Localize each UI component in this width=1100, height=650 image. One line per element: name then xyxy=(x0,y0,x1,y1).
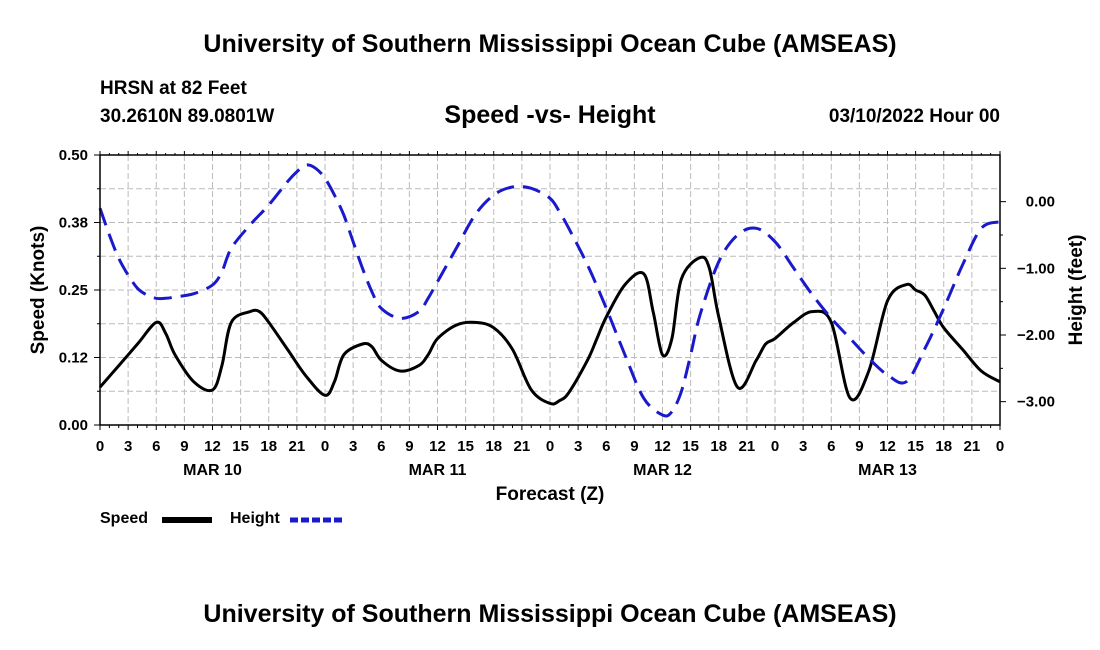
x-tick-label: 0 xyxy=(771,438,779,455)
x-tick-label: 3 xyxy=(574,438,582,455)
x-tick-label: 0 xyxy=(321,438,329,455)
x-tick-label: 3 xyxy=(799,438,807,455)
x-tick-label: 0 xyxy=(546,438,554,455)
station-coordinates: 30.2610N 89.0801W xyxy=(100,106,275,127)
x-tick-label: 12 xyxy=(654,438,671,455)
x-tick-label: 9 xyxy=(405,438,413,455)
legend-height-label: Height xyxy=(230,510,280,527)
y-left-tick-label: 0.00 xyxy=(59,417,88,434)
series-line-speed xyxy=(98,255,1001,406)
x-tick-label: 18 xyxy=(260,438,277,455)
y-left-tick-label: 0.25 xyxy=(59,282,88,299)
footer-title: University of Southern Mississippi Ocean… xyxy=(203,600,897,628)
x-tick-label: 0 xyxy=(996,438,1004,455)
x-tick-label: 21 xyxy=(514,438,531,455)
chart-title: University of Southern Mississippi Ocean… xyxy=(203,30,897,58)
x-tick-label: 9 xyxy=(855,438,863,455)
x-tick-label: 18 xyxy=(935,438,952,455)
x-tick-label: 15 xyxy=(682,438,699,455)
x-tick-label: 12 xyxy=(429,438,446,455)
x-tick-label: 18 xyxy=(710,438,727,455)
series-layer xyxy=(98,163,1001,418)
x-tick-label: 6 xyxy=(602,438,610,455)
x-tick-label: 15 xyxy=(907,438,924,455)
x-tick-label: 6 xyxy=(827,438,835,455)
x-tick-label: 15 xyxy=(457,438,474,455)
x-tick-label: 9 xyxy=(630,438,638,455)
legend-height-swatch xyxy=(290,517,342,523)
x-tick-label: 9 xyxy=(180,438,188,455)
legend-speed-swatch xyxy=(162,517,212,523)
x-axis-label: Forecast (Z) xyxy=(496,484,605,505)
chart-subtitle: Speed -vs- Height xyxy=(444,101,656,129)
y-left-tick-label: 0.50 xyxy=(59,147,88,164)
speed-height-chart: 0 3 6 9 12 15 18 21 0 3 6 9 12 15 18 21 0 3 6 9 12 15 18 21 0 3 6 9… xyxy=(28,147,1087,505)
day-label: MAR 13 xyxy=(858,462,917,479)
x-tick-label: 6 xyxy=(377,438,385,455)
x-tick-label: 3 xyxy=(124,438,132,455)
x-tick-label: 18 xyxy=(485,438,502,455)
station-label: HRSN at 82 Feet xyxy=(100,78,247,99)
y-right-tick-label: 0.00 xyxy=(1026,194,1055,211)
y-right-tick-label: −2.00 xyxy=(1017,327,1055,344)
day-label: MAR 11 xyxy=(409,462,467,479)
x-tick-label: 6 xyxy=(152,438,160,455)
legend-speed-label: Speed xyxy=(100,510,149,527)
x-tick-label: 21 xyxy=(289,438,306,455)
x-tick-label: 0 xyxy=(96,438,104,455)
x-tick-label: 21 xyxy=(964,438,981,455)
y-right-tick-label: −3.00 xyxy=(1017,394,1055,411)
y-left-tick-label: 0.38 xyxy=(59,215,88,232)
y-left-tick-label: 0.12 xyxy=(59,350,88,367)
series-line-height xyxy=(98,163,1001,418)
y-left-axis-label: Speed (Knots) xyxy=(28,226,49,355)
grid xyxy=(100,155,1000,425)
x-tick-label: 12 xyxy=(204,438,221,455)
day-label: MAR 10 xyxy=(183,462,242,479)
axes: 0 3 6 9 12 15 18 21 0 3 6 9 12 15 18 21 0 3 6 9 12 15 18 21 0 3 6 9… xyxy=(28,147,1087,505)
x-tick-label: 15 xyxy=(232,438,249,455)
y-right-axis-label: Height (feet) xyxy=(1066,235,1087,346)
forecast-datestamp: 03/10/2022 Hour 00 xyxy=(828,106,1000,127)
x-tick-label: 12 xyxy=(879,438,896,455)
y-right-tick-label: −1.00 xyxy=(1017,260,1055,277)
day-label: MAR 12 xyxy=(633,462,692,479)
x-tick-label: 21 xyxy=(739,438,756,455)
x-tick-label: 3 xyxy=(349,438,357,455)
